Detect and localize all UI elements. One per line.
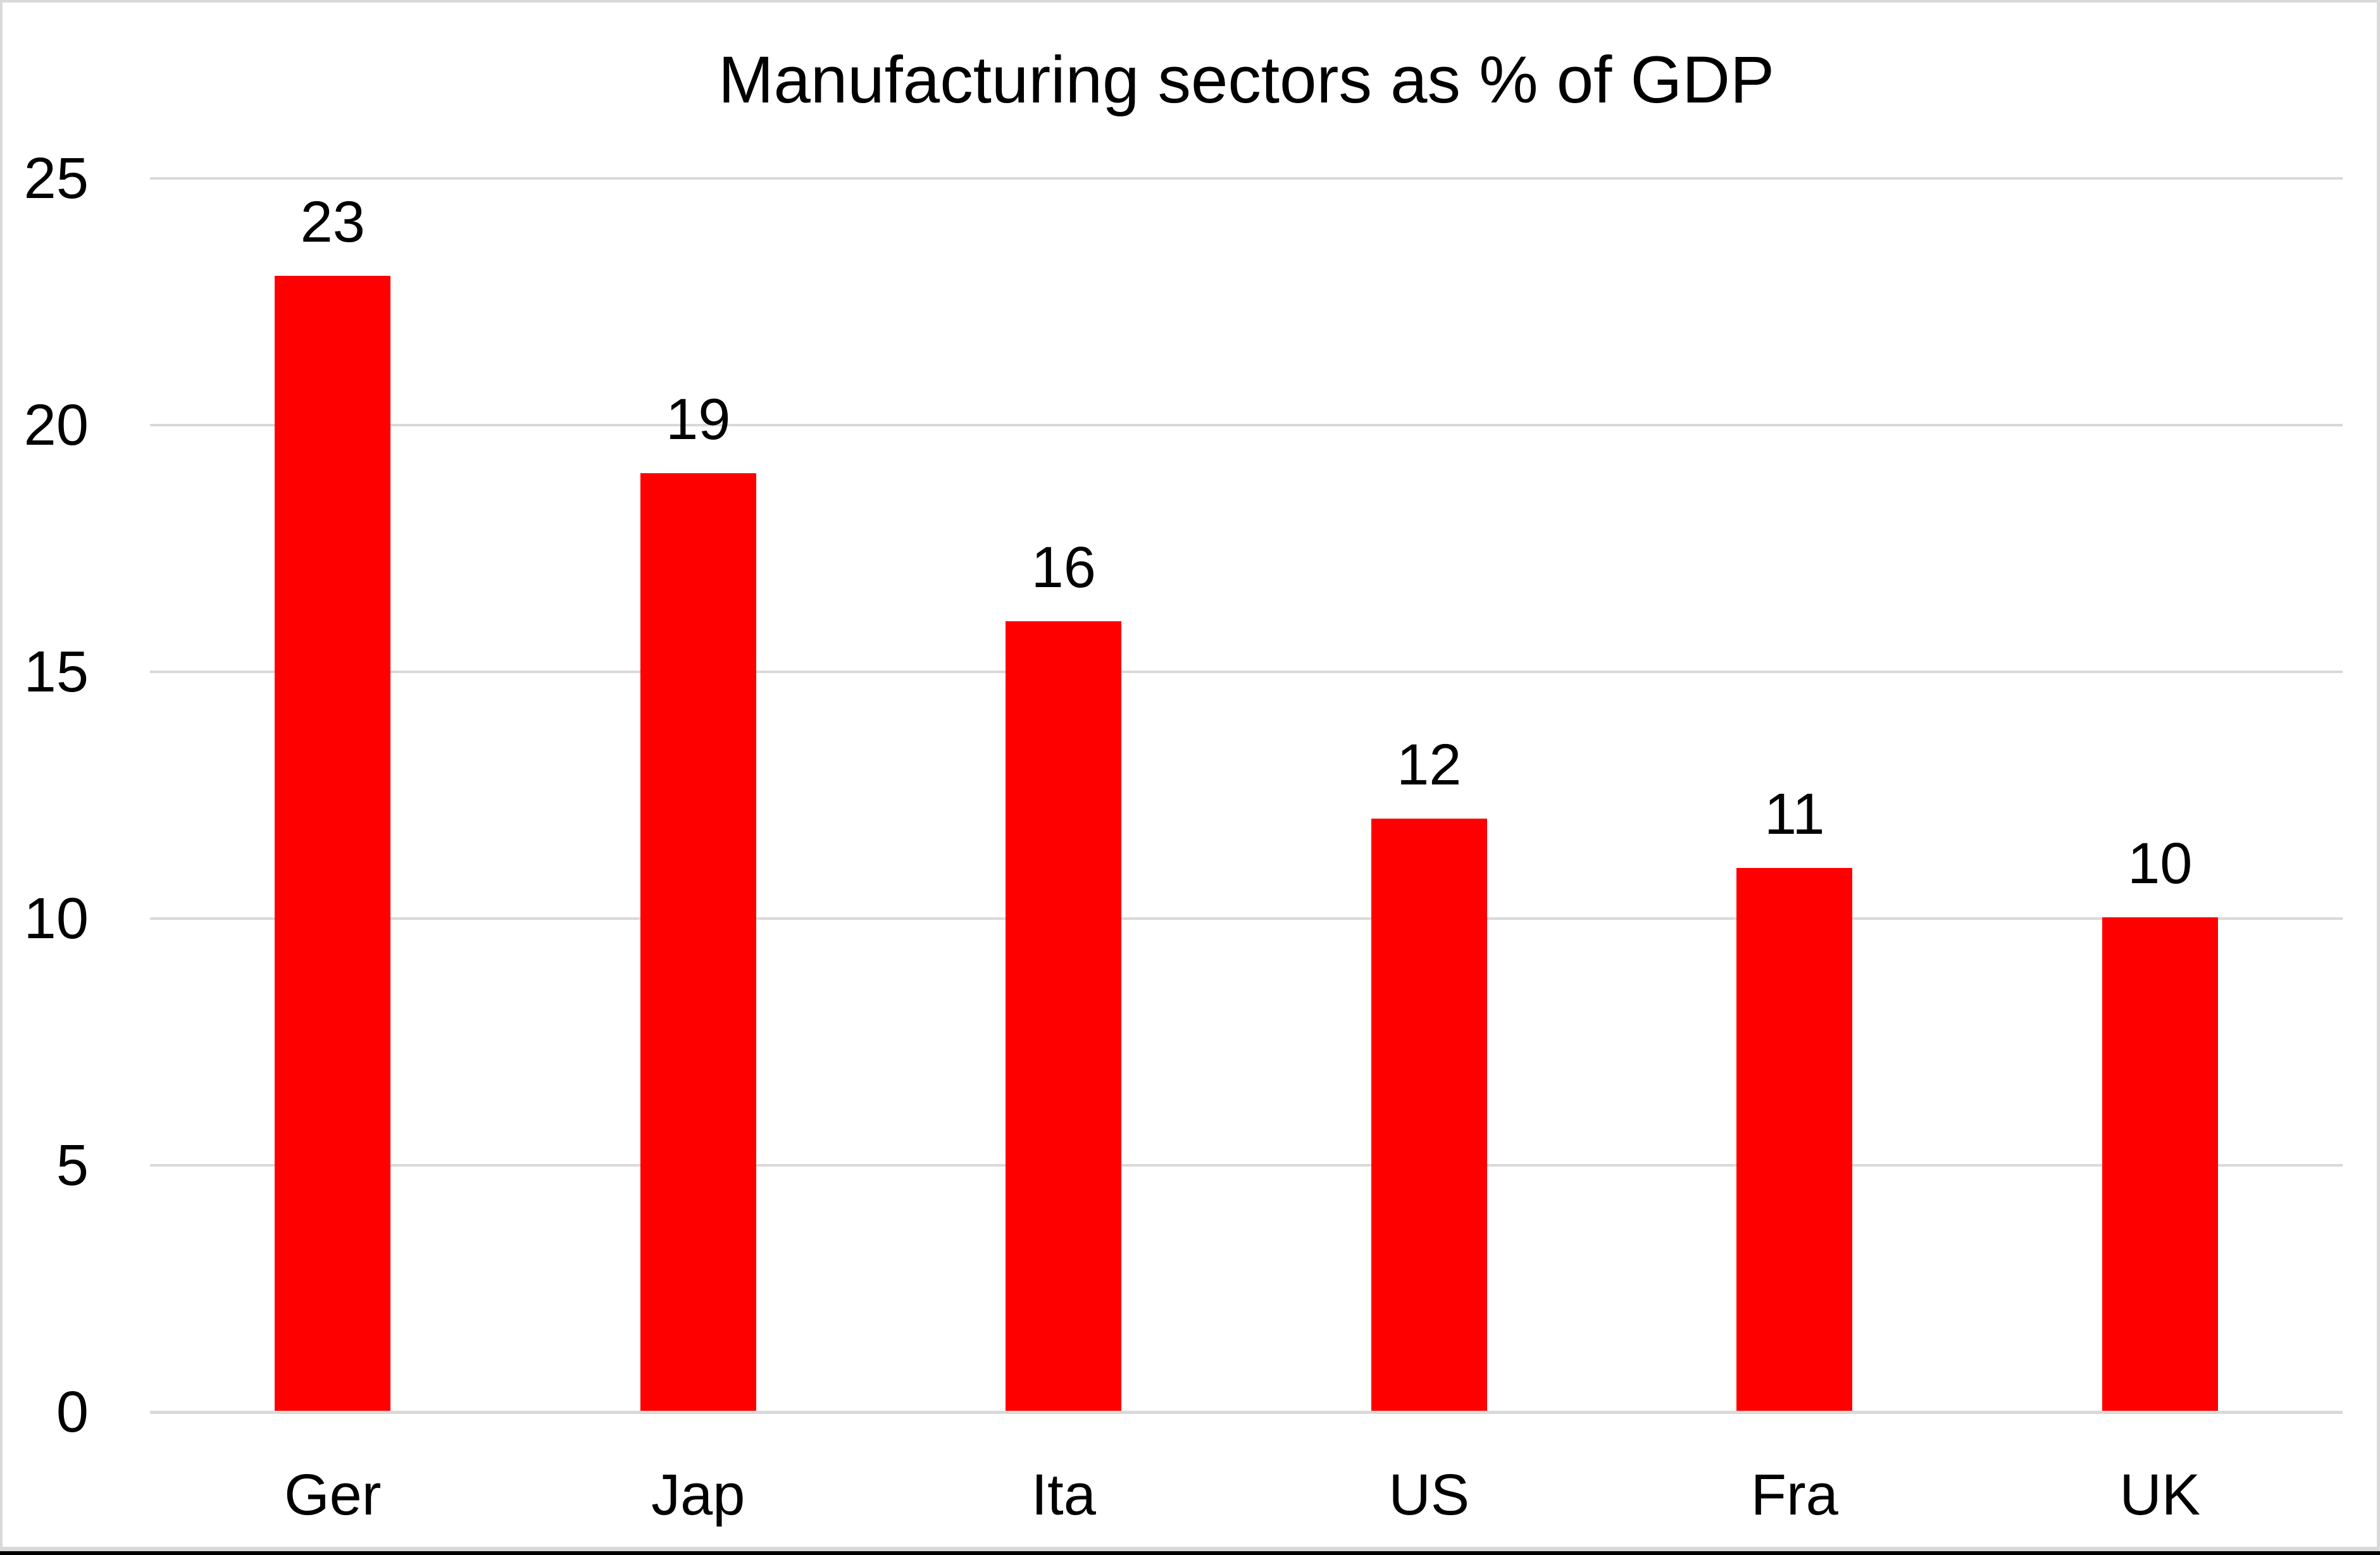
frame-border-top <box>0 0 2380 3</box>
y-axis-tick-label-0: 0 <box>56 1380 89 1444</box>
bar-fra <box>1736 868 1853 1411</box>
x-axis-category-label-fra: Fra <box>1750 1463 1838 1527</box>
x-axis-category-label-ger: Ger <box>284 1463 382 1527</box>
bar-value-label-uk: 10 <box>2128 831 2193 896</box>
chart-title: Manufacturing sectors as % of GDP <box>718 43 1775 117</box>
y-axis-tick-label-5: 5 <box>56 1133 89 1198</box>
frame-border-left <box>0 0 3 1555</box>
gridline-20 <box>150 424 2343 426</box>
bar-value-label-jap: 19 <box>666 387 731 452</box>
bar-ger <box>275 276 391 1411</box>
y-axis-tick-label-20: 20 <box>23 393 89 457</box>
gridline-5 <box>150 1164 2343 1167</box>
y-axis-tick-label-15: 15 <box>23 640 89 704</box>
gridline-10 <box>150 917 2343 920</box>
bar-ita <box>1006 621 1122 1411</box>
x-axis-category-label-jap: Jap <box>651 1463 745 1527</box>
x-axis-category-label-ita: Ita <box>1031 1463 1096 1527</box>
bar-uk <box>2102 917 2218 1411</box>
frame-border-bottom-dark <box>0 1551 2380 1555</box>
frame-border-bottom-gray <box>0 1547 2380 1551</box>
bar-value-label-us: 12 <box>1397 733 1462 797</box>
bar-jap <box>640 473 756 1411</box>
bar-value-label-ita: 16 <box>1031 535 1096 600</box>
bar-value-label-fra: 11 <box>1764 782 1825 846</box>
y-axis-tick-label-25: 25 <box>23 146 89 211</box>
bar-value-label-ger: 23 <box>300 190 365 254</box>
frame-border-right <box>2377 0 2380 1555</box>
x-axis-category-label-us: US <box>1388 1463 1470 1527</box>
bar-us <box>1371 819 1487 1411</box>
y-axis-tick-label-10: 10 <box>23 886 89 951</box>
gridline-15 <box>150 671 2343 673</box>
x-axis-category-label-uk: UK <box>2119 1463 2201 1527</box>
x-axis-line <box>150 1411 2343 1414</box>
gridline-25 <box>150 177 2343 180</box>
